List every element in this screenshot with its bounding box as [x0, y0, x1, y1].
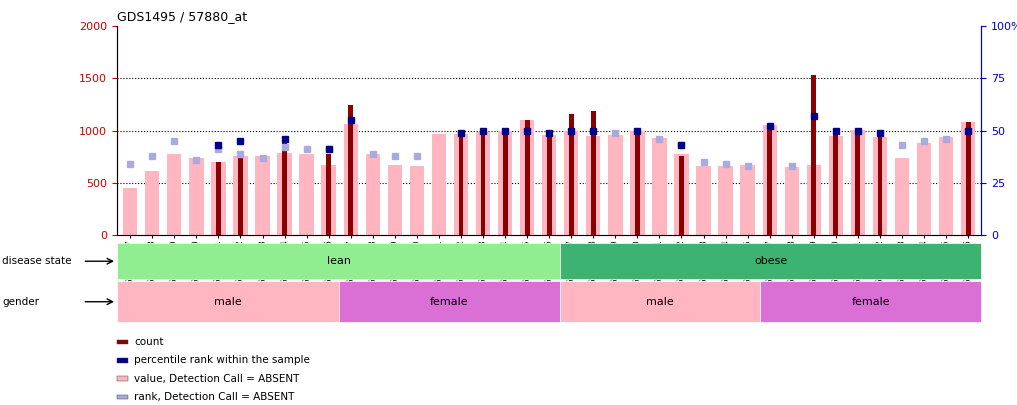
Bar — [282, 141, 287, 235]
Bar — [763, 126, 777, 235]
Bar — [961, 122, 975, 235]
Bar — [117, 243, 560, 279]
Bar — [806, 165, 821, 235]
Bar — [216, 162, 221, 235]
Bar — [476, 132, 490, 235]
Text: obese: obese — [755, 256, 787, 266]
Bar — [784, 167, 799, 235]
Bar — [348, 104, 353, 235]
Bar — [812, 75, 817, 235]
Bar — [255, 156, 270, 235]
Bar — [233, 156, 247, 235]
Bar — [387, 165, 402, 235]
Bar — [459, 133, 464, 235]
Bar — [674, 153, 689, 235]
Bar — [123, 188, 137, 235]
Bar — [740, 165, 755, 235]
Bar — [117, 281, 339, 322]
Bar — [525, 120, 530, 235]
Text: female: female — [851, 297, 890, 307]
Bar — [878, 134, 883, 235]
Bar — [560, 281, 760, 322]
Bar — [344, 124, 358, 235]
Bar — [498, 130, 513, 235]
Bar — [189, 158, 203, 235]
Bar — [851, 130, 865, 235]
Text: percentile rank within the sample: percentile rank within the sample — [134, 356, 310, 365]
Bar — [608, 135, 622, 235]
Bar — [767, 126, 772, 235]
Bar — [895, 158, 909, 235]
Text: GDS1495 / 57880_at: GDS1495 / 57880_at — [117, 10, 247, 23]
Bar — [278, 153, 292, 235]
Bar — [564, 130, 579, 235]
Bar — [299, 153, 314, 235]
Bar — [502, 130, 507, 235]
Text: disease state: disease state — [2, 256, 71, 266]
Bar — [145, 171, 160, 235]
Bar — [855, 132, 860, 235]
Bar — [365, 153, 380, 235]
Bar — [432, 134, 446, 235]
Bar — [542, 135, 556, 235]
Bar — [569, 114, 574, 235]
Bar — [547, 134, 551, 235]
Bar — [697, 166, 711, 235]
Bar — [760, 281, 981, 322]
Bar — [873, 137, 887, 235]
Bar — [652, 138, 666, 235]
Bar — [718, 166, 733, 235]
Bar — [679, 156, 683, 235]
Bar — [238, 151, 243, 235]
Bar — [212, 162, 226, 235]
Text: value, Detection Call = ABSENT: value, Detection Call = ABSENT — [134, 374, 300, 384]
Bar — [167, 153, 181, 235]
Bar — [631, 130, 645, 235]
Bar — [966, 122, 970, 235]
Text: male: male — [646, 297, 674, 307]
Text: lean: lean — [326, 256, 351, 266]
Bar — [481, 132, 485, 235]
Bar — [410, 166, 424, 235]
Bar — [321, 165, 336, 235]
Bar — [520, 120, 534, 235]
Text: gender: gender — [2, 297, 39, 307]
Bar — [586, 136, 600, 235]
Bar — [834, 133, 838, 235]
Bar — [326, 153, 332, 235]
Bar — [591, 111, 596, 235]
Bar — [917, 143, 932, 235]
Bar — [560, 243, 981, 279]
Text: count: count — [134, 337, 164, 347]
Bar — [829, 136, 843, 235]
Bar — [339, 281, 560, 322]
Text: rank, Detection Call = ABSENT: rank, Detection Call = ABSENT — [134, 392, 295, 402]
Bar — [635, 130, 640, 235]
Bar — [939, 137, 953, 235]
Bar — [454, 134, 468, 235]
Text: male: male — [214, 297, 242, 307]
Text: female: female — [430, 297, 469, 307]
